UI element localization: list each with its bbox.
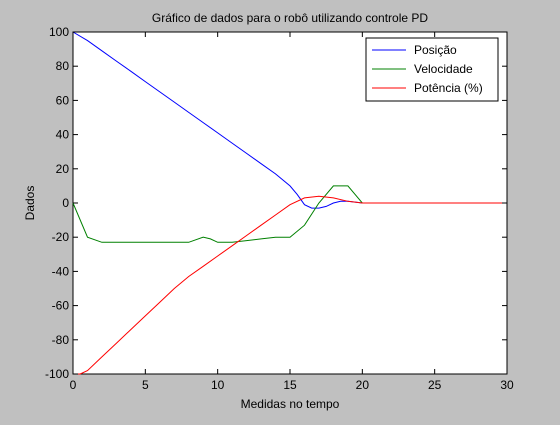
legend: Posição Velocidade Potência (%) xyxy=(365,37,499,102)
series-line-velocidade xyxy=(72,185,507,243)
legend-label-posicao: Posição xyxy=(414,43,457,57)
y-tick-label: -60 xyxy=(52,299,70,313)
y-tick-label: 60 xyxy=(56,93,70,107)
series-line-posicao xyxy=(72,31,507,209)
x-tick-label: 20 xyxy=(356,378,370,392)
y-tick-label: 100 xyxy=(49,25,69,39)
chart-title: Gráfico de dados para o robô utilizando … xyxy=(152,11,428,25)
x-tick-label: 25 xyxy=(428,378,442,392)
x-tick-label: 10 xyxy=(211,378,225,392)
y-tick-label: 20 xyxy=(56,162,70,176)
legend-label-velocidade: Velocidade xyxy=(414,62,473,76)
y-axis-label: Dados xyxy=(23,186,37,221)
series-layer xyxy=(72,31,507,375)
y-tick-label: -40 xyxy=(52,264,70,278)
x-tick-label: 30 xyxy=(500,378,514,392)
x-tick-label: 15 xyxy=(283,378,297,392)
legend-label-potencia: Potência (%) xyxy=(414,81,483,95)
y-tick-label: -100 xyxy=(45,367,69,381)
y-tick-label: 40 xyxy=(56,128,70,142)
ticks-layer: 0 5 10 15 20 25 30 100 80 60 40 20 0 -20 -40 -60 -80 -100 xyxy=(45,25,514,392)
x-axis-label: Medidas no tempo xyxy=(241,397,340,411)
x-tick-label: 5 xyxy=(142,378,149,392)
y-tick-label: 0 xyxy=(62,196,69,210)
x-tick-label: 0 xyxy=(70,378,77,392)
y-tick-label: -80 xyxy=(52,333,70,347)
series-line-potencia xyxy=(73,195,507,375)
y-tick-label: 80 xyxy=(56,59,70,73)
y-tick-label: -20 xyxy=(52,230,70,244)
